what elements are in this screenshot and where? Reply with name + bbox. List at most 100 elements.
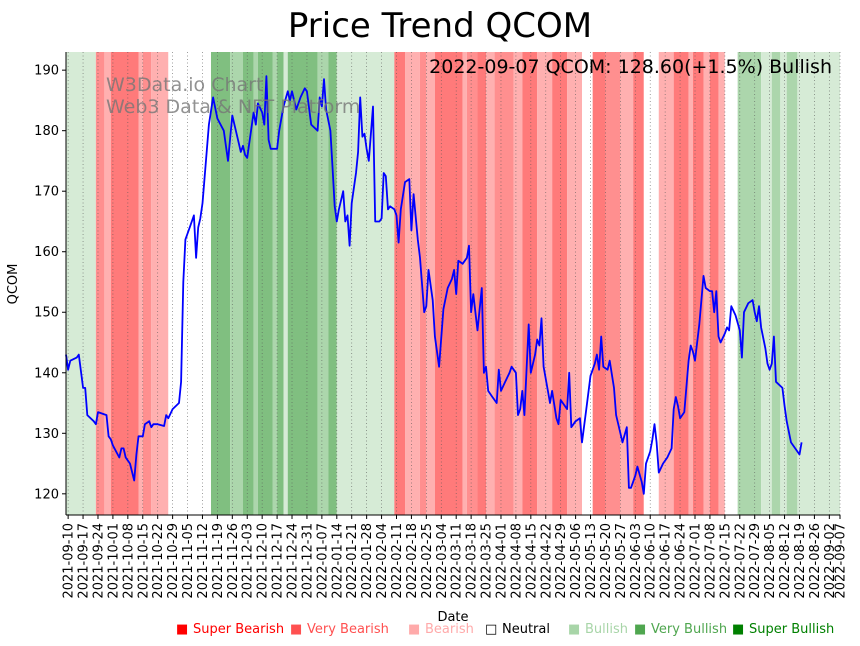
region-very-bearish bbox=[605, 52, 621, 515]
x-tick-label: 2022-05-20 bbox=[599, 523, 614, 599]
x-tick-label: 2021-10-29 bbox=[166, 523, 181, 599]
x-tick-label: 2022-02-11 bbox=[390, 523, 405, 599]
x-tick-label: 2022-06-17 bbox=[659, 523, 674, 599]
x-tick-label: 2022-08-19 bbox=[793, 523, 808, 599]
legend-marker: ■ bbox=[290, 622, 302, 637]
x-tick-label: 2021-10-15 bbox=[136, 523, 151, 599]
region-very-bullish bbox=[272, 52, 278, 515]
x-tick-label: 2022-08-05 bbox=[763, 523, 778, 599]
legend-item-very-bearish: Very Bearish bbox=[307, 622, 389, 637]
legend-item-neutral: Neutral bbox=[502, 622, 550, 637]
watermark-line-2: Web3 Data & NFT Platform bbox=[106, 96, 360, 118]
region-bearish bbox=[513, 52, 523, 515]
x-tick-label: 2022-01-07 bbox=[315, 523, 330, 599]
region-very-bearish bbox=[95, 52, 105, 515]
region-super-bullish bbox=[257, 52, 273, 515]
x-tick-label: 2022-04-08 bbox=[509, 523, 524, 599]
plot-area bbox=[65, 52, 841, 515]
region-very-bullish bbox=[786, 52, 798, 515]
region-super-bearish bbox=[434, 52, 463, 515]
region-very-bullish bbox=[253, 52, 258, 515]
region-very-bullish bbox=[317, 52, 329, 515]
legend-item-super-bearish: Super Bearish bbox=[193, 622, 284, 637]
x-tick-label: 2021-09-17 bbox=[77, 523, 92, 599]
region-super-bullish bbox=[328, 52, 337, 515]
region-super-bearish bbox=[394, 52, 406, 515]
legend-marker: ■ bbox=[634, 622, 646, 637]
y-tick-label: 180 bbox=[34, 124, 59, 139]
region-bullish bbox=[283, 52, 288, 515]
x-tick-label: 2022-06-24 bbox=[674, 523, 689, 599]
region-bullish bbox=[780, 52, 787, 515]
legend-item-bearish: Bearish bbox=[425, 622, 474, 637]
y-axis-label: QCOM bbox=[6, 264, 21, 305]
region-bearish bbox=[537, 52, 553, 515]
y-tick-label: 120 bbox=[34, 487, 59, 502]
x-tick-label: 2021-12-10 bbox=[256, 523, 271, 599]
x-tick-label: 2021-11-05 bbox=[181, 523, 196, 599]
region-super-bearish bbox=[110, 52, 139, 515]
region-super-bearish bbox=[522, 52, 538, 515]
x-tick-label: 2022-01-14 bbox=[330, 523, 345, 599]
region-super-bearish bbox=[592, 52, 606, 515]
legend-item-very-bullish: Very Bullish bbox=[651, 622, 727, 637]
x-tick-label: 2022-07-01 bbox=[689, 523, 704, 599]
x-tick-label: 2022-05-27 bbox=[614, 523, 629, 599]
region-bearish bbox=[718, 52, 725, 515]
region-super-bearish bbox=[709, 52, 719, 515]
x-tick-label: 2022-09-07 bbox=[834, 523, 849, 599]
legend-marker: ■ bbox=[732, 622, 744, 637]
legend-item-super-bullish: Super Bullish bbox=[749, 622, 834, 637]
x-tick-label: 2022-01-28 bbox=[360, 523, 375, 599]
x-tick-label: 2021-09-10 bbox=[62, 523, 77, 599]
x-tick-label: 2021-11-12 bbox=[196, 523, 211, 599]
region-bearish bbox=[620, 52, 634, 515]
x-tick-label: 2022-07-22 bbox=[733, 523, 748, 599]
region-bullish bbox=[66, 52, 96, 515]
x-tick-label: 2021-09-24 bbox=[91, 523, 106, 599]
region-bearish bbox=[104, 52, 111, 515]
x-tick-label: 2021-12-03 bbox=[241, 523, 256, 599]
region-very-bullish bbox=[771, 52, 781, 515]
x-tick-label: 2022-05-06 bbox=[569, 523, 584, 599]
x-tick-label: 2021-10-08 bbox=[121, 523, 136, 599]
x-tick-label: 2021-12-17 bbox=[271, 523, 286, 599]
price-series bbox=[65, 75, 803, 495]
watermark: W3Data.io Chart Web3 Data & NFT Platform bbox=[106, 74, 360, 118]
y-tick-label: 130 bbox=[34, 427, 59, 442]
region-very-bullish bbox=[737, 52, 762, 515]
region-neutral bbox=[643, 52, 659, 515]
x-axis-label: Date bbox=[437, 610, 468, 625]
x-tick-label: 2021-12-31 bbox=[300, 523, 315, 599]
region-bearish bbox=[486, 52, 495, 515]
x-ticks: 2021-09-10 2021-09-17 2021-09-24 2021-10-01… bbox=[62, 515, 849, 599]
x-tick-label: 2022-07-15 bbox=[718, 523, 733, 599]
legend-marker: ■ bbox=[176, 622, 188, 637]
sentiment-regions bbox=[66, 52, 840, 515]
region-super-bullish bbox=[242, 52, 254, 515]
x-tick-label: 2021-11-19 bbox=[211, 523, 226, 599]
x-tick-label: 2022-08-12 bbox=[778, 523, 793, 599]
legend-marker: □ bbox=[485, 622, 497, 637]
x-tick-label: 2021-10-01 bbox=[106, 523, 121, 599]
region-super-bearish bbox=[633, 52, 644, 515]
region-bearish bbox=[567, 52, 582, 515]
region-super-bullish bbox=[287, 52, 318, 515]
x-tick-label: 2022-08-26 bbox=[808, 523, 823, 599]
y-tick-label: 190 bbox=[34, 64, 59, 79]
x-tick-label: 2022-03-04 bbox=[435, 523, 450, 599]
region-bearish bbox=[151, 52, 169, 515]
region-very-bearish bbox=[494, 52, 514, 515]
x-tick-label: 2022-04-15 bbox=[524, 523, 539, 599]
x-tick-label: 2022-04-22 bbox=[539, 523, 554, 599]
x-tick-label: 2021-10-22 bbox=[151, 523, 166, 599]
x-tick-label: 2022-06-10 bbox=[644, 523, 659, 599]
x-tick-label: 2022-03-25 bbox=[480, 523, 495, 599]
x-tick-label: 2022-04-29 bbox=[554, 523, 569, 599]
y-tick-label: 150 bbox=[34, 306, 59, 321]
latest-price-annotation: 2022-09-07 QCOM: 128.60(+1.5%) Bullish bbox=[429, 56, 832, 78]
region-bearish bbox=[462, 52, 467, 515]
region-super-bullish bbox=[210, 52, 231, 515]
region-bearish bbox=[703, 52, 710, 515]
x-tick-label: 2022-01-21 bbox=[345, 523, 360, 599]
